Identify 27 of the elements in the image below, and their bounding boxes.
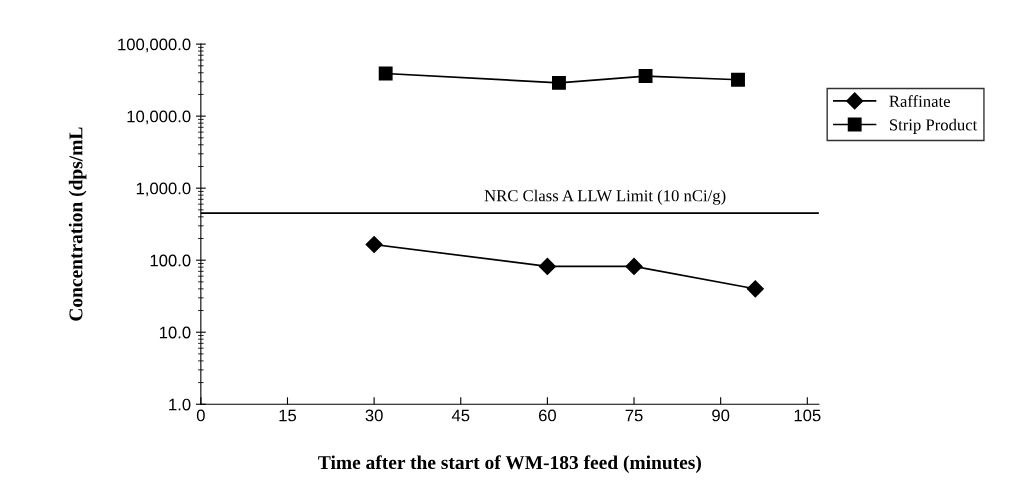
legend-label: Strip Product [889,118,978,134]
y-tick-label: 100.0 [150,254,191,267]
x-tick-label: 90 [712,409,730,422]
x-axis-title: Time after the start of WM-183 feed (minutes) [318,455,701,474]
x-tick-label: 0 [196,409,205,422]
y-tick-label: 10,000.0 [127,110,191,125]
point [638,69,653,84]
y-tick-label: 10.0 [159,326,191,339]
y-tick-label: 100,000.0 [118,38,191,53]
point [731,72,745,87]
point [625,257,643,275]
point [365,235,383,254]
point [746,280,764,298]
x-tick-label: 45 [451,409,470,422]
x-tick-label: 30 [365,409,383,422]
point [538,257,556,275]
point [551,75,566,90]
x-tick-label: 75 [625,409,643,422]
ref-line-label: NRC Class A LLW Limit (10 nCi/g) [484,189,726,205]
y-tick-label: 1.0 [169,398,191,411]
x-tick-label: 60 [538,409,557,422]
y-tick-label: 1,000.0 [136,182,191,197]
y-axis-title: Concentration (dps/mL [68,127,87,321]
x-tick-label: 105 [794,409,821,422]
legend-label: Raffinate [889,95,950,107]
point [378,66,393,81]
x-tick-label: 15 [279,409,297,422]
